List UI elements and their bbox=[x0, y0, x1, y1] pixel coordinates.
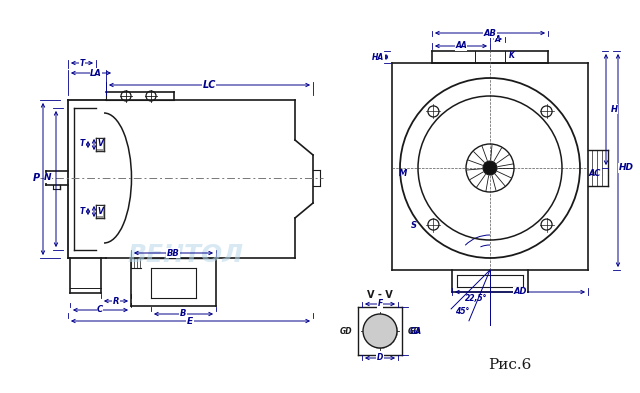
Circle shape bbox=[363, 314, 397, 348]
Text: B: B bbox=[180, 310, 186, 318]
Text: BB: BB bbox=[166, 248, 179, 257]
Text: LC: LC bbox=[202, 80, 216, 90]
Text: T: T bbox=[79, 140, 84, 149]
Text: T: T bbox=[79, 59, 84, 68]
Text: K: K bbox=[509, 51, 515, 61]
Text: HA: HA bbox=[372, 53, 384, 61]
Text: H: H bbox=[611, 105, 618, 114]
Text: GA: GA bbox=[410, 327, 422, 336]
Text: GD: GD bbox=[408, 327, 420, 336]
Text: AC: AC bbox=[589, 169, 601, 178]
Circle shape bbox=[483, 161, 497, 175]
Text: C: C bbox=[97, 305, 103, 314]
Text: GD: GD bbox=[339, 327, 352, 336]
Bar bbox=[96, 138, 104, 151]
Text: V: V bbox=[97, 140, 103, 149]
Text: HD: HD bbox=[618, 163, 634, 173]
Text: T: T bbox=[79, 206, 84, 215]
Text: N: N bbox=[44, 173, 52, 182]
Bar bbox=[96, 205, 104, 218]
Text: Рис.6: Рис.6 bbox=[488, 358, 532, 372]
Text: S: S bbox=[411, 222, 417, 231]
Text: D: D bbox=[377, 353, 383, 362]
Text: AB: AB bbox=[484, 29, 497, 37]
Text: E: E bbox=[187, 316, 193, 325]
Text: V: V bbox=[97, 206, 103, 215]
Text: P: P bbox=[33, 173, 40, 183]
Text: R: R bbox=[113, 296, 119, 305]
Text: M: M bbox=[399, 169, 407, 178]
Text: AD: AD bbox=[513, 288, 527, 296]
Text: 45°: 45° bbox=[455, 307, 469, 316]
Text: A: A bbox=[494, 35, 500, 44]
Text: V - V: V - V bbox=[367, 290, 393, 300]
Text: F: F bbox=[378, 299, 383, 309]
Text: LA: LA bbox=[90, 68, 102, 77]
Text: AA: AA bbox=[455, 42, 467, 50]
Text: ВЕНТОЛ: ВЕНТОЛ bbox=[127, 243, 243, 267]
Text: 22,5°: 22,5° bbox=[465, 294, 487, 303]
